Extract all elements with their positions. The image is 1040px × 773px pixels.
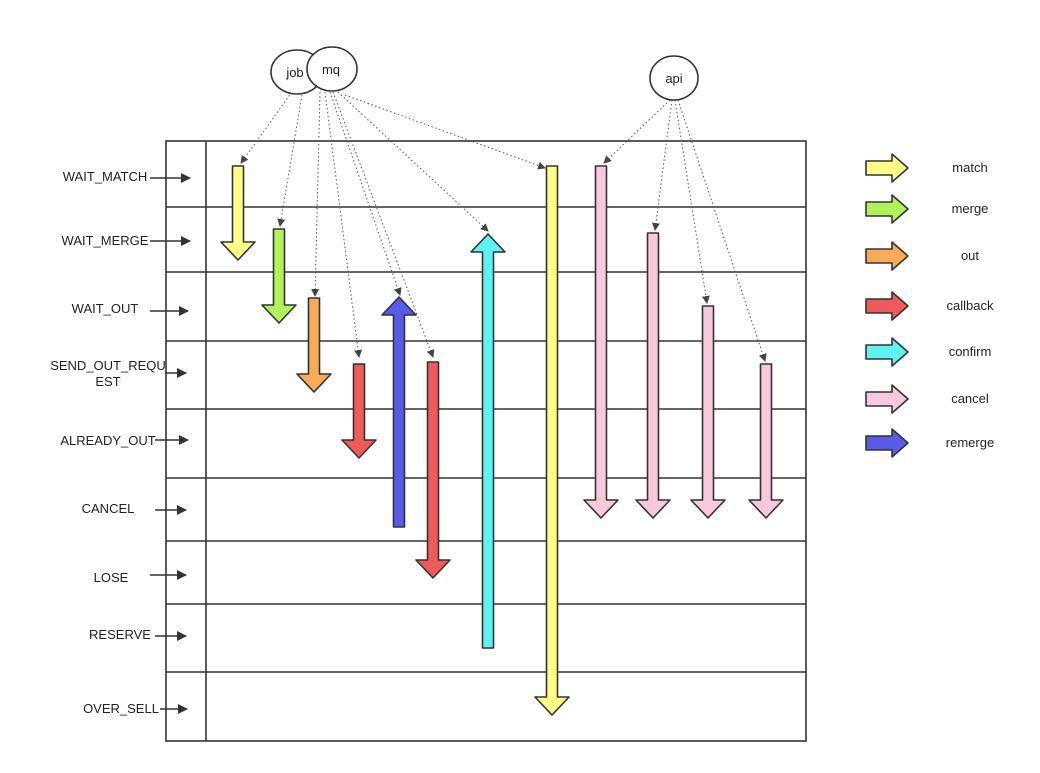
legend-swatch-cancel [865,384,909,414]
transition-arrow-confirm-reserve-to-wait-merge [470,233,506,649]
state-labels: WAIT_MATCH WAIT_MERGE WAIT_OUT SEND_OUT_… [50,169,166,716]
legend-label-confirm: confirm [949,344,992,359]
state-label-pointers [150,173,191,714]
transition-arrow-cancel-wait-match-to-cancel [583,165,619,519]
transition-arrow-cancel-wait-out-to-cancel [690,305,726,519]
connector-job-match [240,91,293,164]
transition-arrow-match-wait-match-to-over-sell [534,165,570,716]
connector-mq-remerge [329,91,402,296]
connector-mq-confirm [337,91,489,232]
state-label-cancel: CANCEL [82,501,135,516]
connector-mq-out [311,91,321,297]
transition-arrow-out-wait-out-to-send-out-request [296,297,332,393]
api-node-label: api [665,71,682,86]
state-label-reserve: RESERVE [89,627,151,642]
legend-swatch-confirm [865,337,909,367]
api-node [649,55,699,101]
transition-arrows [220,165,784,716]
legend: match merge out callback confirm cancel remerg… [865,153,994,458]
legend-label-cancel: cancel [951,391,989,406]
legend-swatch-out [865,241,909,271]
state-grid [165,140,807,742]
source-connectors [240,91,767,362]
state-label-send-out-request-cont: EST [95,374,120,389]
source-nodes: job mq api [270,46,699,101]
transition-arrow-cancel-send-out-request-to-cancel [748,363,784,519]
connector-api-cancel-1 [603,99,671,164]
legend-swatch-match [865,153,909,183]
transition-arrow-merge-wait-merge-to-wait-out [261,228,297,324]
legend-swatch-merge [865,194,909,224]
state-label-over-sell: OVER_SELL [83,701,159,716]
mq-node [306,46,358,92]
mq-node-label: mq [322,62,340,77]
legend-swatch-callback [865,291,909,321]
transition-arrow-callback-send-out-request-to-already-out [341,363,377,459]
state-label-wait-match: WAIT_MATCH [63,169,148,184]
connector-api-cancel-4 [677,99,767,362]
grid-border [165,140,807,742]
state-label-wait-merge: WAIT_MERGE [62,233,149,248]
legend-swatch-remerge [865,428,909,458]
state-label-already-out: ALREADY_OUT [60,433,155,448]
legend-label-remerge: remerge [946,435,994,450]
connector-mq-callback [324,91,363,358]
connector-mq-callback-lose [332,91,435,358]
state-label-send-out-request: SEND_OUT_REQU [50,358,166,373]
transition-arrow-remerge-cancel-to-wait-out [381,296,417,528]
connector-mq-match-oversell [344,94,546,170]
transition-arrow-callback-send-out-request-to-lose [415,361,451,579]
state-label-wait-out: WAIT_OUT [72,301,139,316]
job-node-label: job [285,65,303,80]
transition-arrow-cancel-wait-merge-to-cancel [635,232,671,519]
connector-api-cancel-2 [651,99,673,231]
legend-label-merge: merge [952,201,989,216]
state-label-lose: LOSE [94,570,129,585]
legend-label-match: match [952,160,987,175]
transition-arrow-match-wait-match-to-wait-merge [220,165,256,261]
legend-label-callback: callback [947,298,994,313]
legend-label-out: out [961,248,979,263]
